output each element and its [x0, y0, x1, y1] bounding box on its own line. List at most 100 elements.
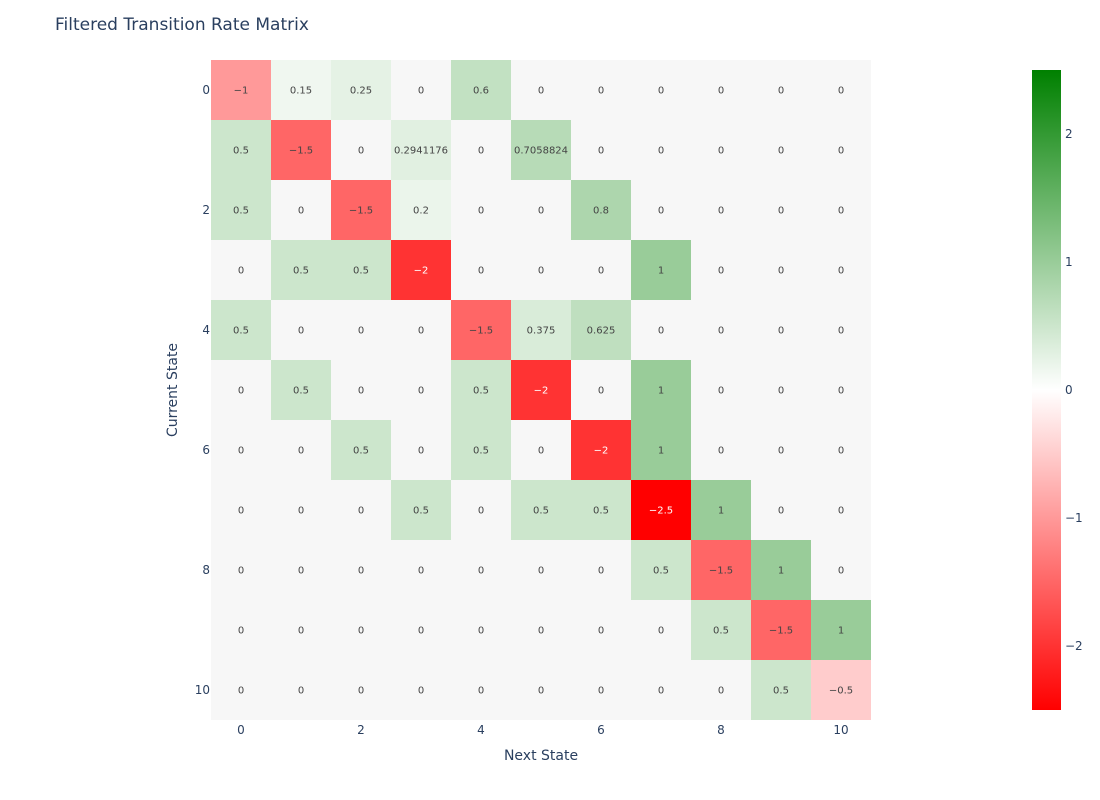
cell-value-label: 0: [298, 626, 304, 637]
cell-value-label: 0: [838, 266, 844, 277]
heatmap-cell: [391, 120, 451, 180]
heatmap-cell: [271, 540, 331, 600]
colorbar-tick-label: −2: [1065, 639, 1083, 653]
cell-value-label: 0: [418, 566, 424, 577]
cell-value-label: 0: [658, 206, 664, 217]
heatmap-cell: [511, 180, 571, 240]
cell-value-label: −1.5: [769, 626, 793, 637]
heatmap-cell: [571, 420, 631, 480]
heatmap-cell: [811, 120, 871, 180]
y-tick-label: 8: [202, 563, 210, 577]
cell-value-label: −1.5: [709, 566, 733, 577]
heatmap-cell: [211, 480, 271, 540]
cell-value-label: 0: [838, 86, 844, 97]
heatmap-cell: [331, 600, 391, 660]
heatmap-cell: [511, 120, 571, 180]
cell-value-label: 0: [538, 266, 544, 277]
cell-value-label: 0: [238, 266, 244, 277]
heatmap-cell: [451, 120, 511, 180]
colorbar: [1032, 70, 1061, 710]
cell-value-label: 0: [298, 686, 304, 697]
heatmap-cell: [691, 480, 751, 540]
cell-value-label: 0: [838, 326, 844, 337]
heatmap-cell: [271, 60, 331, 120]
cell-value-label: 0: [238, 566, 244, 577]
cell-value-label: 0: [718, 266, 724, 277]
heatmap-cell: [631, 60, 691, 120]
cell-value-label: 0: [478, 626, 484, 637]
heatmap-cell: [631, 300, 691, 360]
heatmap-cell: [331, 120, 391, 180]
y-axis-ticks: 0 2 4 6 8 10: [195, 83, 210, 697]
cell-value-label: 0: [538, 626, 544, 637]
heatmap-cell: [391, 60, 451, 120]
cell-value-label: 0.5: [773, 686, 789, 697]
heatmap-cell: [331, 240, 391, 300]
heatmap-cell: [211, 600, 271, 660]
x-tick-label: 8: [717, 723, 725, 737]
cell-value-label: 0: [478, 266, 484, 277]
cell-value-label: 0.5: [233, 146, 249, 157]
cell-value-label: 1: [658, 446, 664, 457]
heatmap-cell: [751, 360, 811, 420]
heatmap-cell: [511, 300, 571, 360]
cell-value-label: −2: [594, 446, 609, 457]
heatmap-cell: [451, 360, 511, 420]
cell-value-label: −1.5: [289, 146, 313, 157]
cell-value-label: 0.5: [353, 446, 369, 457]
heatmap-cell: [391, 540, 451, 600]
colorbar-tick-label: −1: [1065, 511, 1083, 525]
heatmap-cell: [451, 420, 511, 480]
heatmap-cell: [571, 180, 631, 240]
heatmap-cell: [271, 420, 331, 480]
cell-value-label: 0: [778, 386, 784, 397]
colorbar-tick-label: 1: [1065, 255, 1073, 269]
cell-value-label: 0: [778, 506, 784, 517]
heatmap-cells: [211, 60, 871, 720]
cell-value-label: 0: [718, 686, 724, 697]
cell-value-label: 0.5: [653, 566, 669, 577]
heatmap-cell: [751, 180, 811, 240]
heatmap-cell: [631, 540, 691, 600]
x-tick-label: 4: [477, 723, 485, 737]
heatmap-cell: [451, 300, 511, 360]
heatmap-cell: [391, 480, 451, 540]
cell-value-label: 0: [358, 146, 364, 157]
y-tick-label: 6: [202, 443, 210, 457]
cell-value-label: 0: [418, 386, 424, 397]
cell-value-label: 0: [538, 686, 544, 697]
heatmap-cell: [751, 600, 811, 660]
cell-value-label: −1.5: [469, 326, 493, 337]
cell-value-label: 0.5: [473, 386, 489, 397]
cell-value-label: 0.625: [587, 326, 616, 337]
heatmap-cell: [631, 120, 691, 180]
heatmap-cell: [331, 60, 391, 120]
heatmap-cell: [811, 420, 871, 480]
cell-value-label: 0: [778, 446, 784, 457]
cell-value-label: −0.5: [829, 686, 853, 697]
heatmap-cell: [751, 300, 811, 360]
heatmap-cell: [511, 660, 571, 720]
heatmap-cell: [331, 540, 391, 600]
cell-value-label: 0: [238, 686, 244, 697]
heatmap-cell: [571, 360, 631, 420]
cell-value-label: 0: [658, 86, 664, 97]
cell-value-label: 0: [298, 326, 304, 337]
heatmap-cell: [631, 420, 691, 480]
heatmap-cell: [811, 300, 871, 360]
heatmap-cell: [451, 240, 511, 300]
cell-value-label: 0.15: [290, 86, 312, 97]
cell-value-label: 0: [418, 446, 424, 457]
x-tick-label: 2: [357, 723, 365, 737]
heatmap-cell: [811, 360, 871, 420]
heatmap-cell: [211, 540, 271, 600]
heatmap-cell: [811, 480, 871, 540]
heatmap-cell: [391, 660, 451, 720]
heatmap-cell: [271, 360, 331, 420]
x-tick-label: 0: [237, 723, 245, 737]
heatmap-cell: [751, 60, 811, 120]
cell-value-label: 0: [238, 446, 244, 457]
cell-value-label: 0: [298, 506, 304, 517]
